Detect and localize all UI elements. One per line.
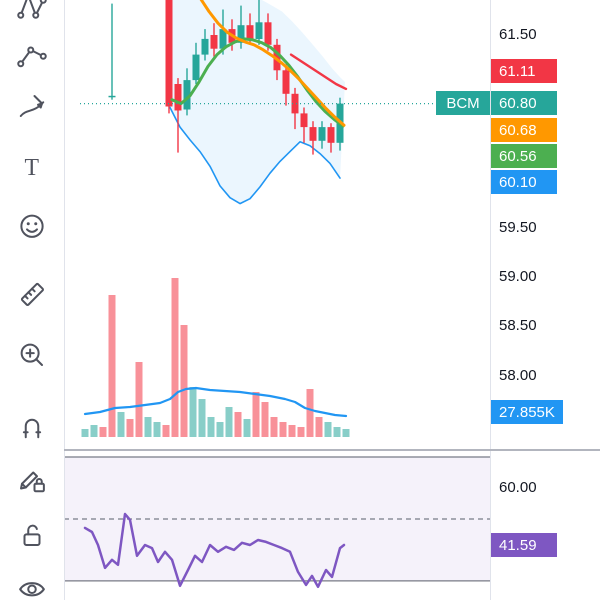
pencil-lock-icon (20, 471, 45, 493)
rsi-value-badge: 41.59 (491, 533, 557, 557)
hide-drawings-tool[interactable] (14, 570, 50, 600)
ruler-icon (20, 282, 44, 306)
red-ma-price-badge: 61.11 (491, 59, 557, 83)
volume-badge: 27.855K (491, 400, 563, 424)
last-price-badge: 60.80 (491, 91, 557, 115)
green-ma-price-badge: 60.56 (491, 144, 557, 168)
price-axis[interactable]: 61.50 59.50 59.00 58.50 58.00 60.00 61.1… (490, 0, 600, 600)
symbol-badge: BCM (436, 91, 490, 115)
text-icon: T (25, 155, 40, 181)
price-axis-label: 58.50 (499, 317, 537, 334)
brush-icon (19, 95, 45, 117)
emoji-tool[interactable] (14, 207, 50, 243)
brush-tool[interactable] (14, 88, 50, 124)
drawing-toolbar: T (0, 0, 65, 600)
pane-divider[interactable] (64, 449, 600, 451)
price-axis-label: 59.00 (499, 268, 537, 285)
emoji-icon (20, 214, 44, 238)
eye-icon (19, 582, 45, 597)
price-axis-label: 58.00 (499, 367, 537, 384)
xabcd-pattern-icon (17, 0, 47, 19)
text-tool[interactable]: T (14, 148, 50, 184)
zoom-in-icon (20, 343, 43, 366)
price-axis-label: 59.50 (499, 219, 537, 236)
magnet-tool[interactable] (14, 408, 50, 444)
svg-text:T: T (25, 155, 40, 181)
magnet-icon (22, 418, 42, 439)
xabcd-pattern-tool[interactable] (14, 0, 50, 22)
price-axis-label: 61.50 (499, 26, 537, 43)
draw-lock-tool[interactable] (14, 462, 50, 498)
unlock-tool[interactable] (14, 517, 50, 553)
orange-ma-price-badge: 60.68 (491, 118, 557, 142)
unlock-icon (23, 524, 41, 546)
blue-band-price-badge: 60.10 (491, 170, 557, 194)
trend-points-tool[interactable] (14, 37, 50, 73)
rsi-axis-label: 60.00 (499, 479, 537, 496)
trend-points-icon (17, 46, 47, 68)
measure-ruler-tool[interactable] (14, 276, 50, 312)
zoom-in-tool[interactable] (14, 337, 50, 373)
